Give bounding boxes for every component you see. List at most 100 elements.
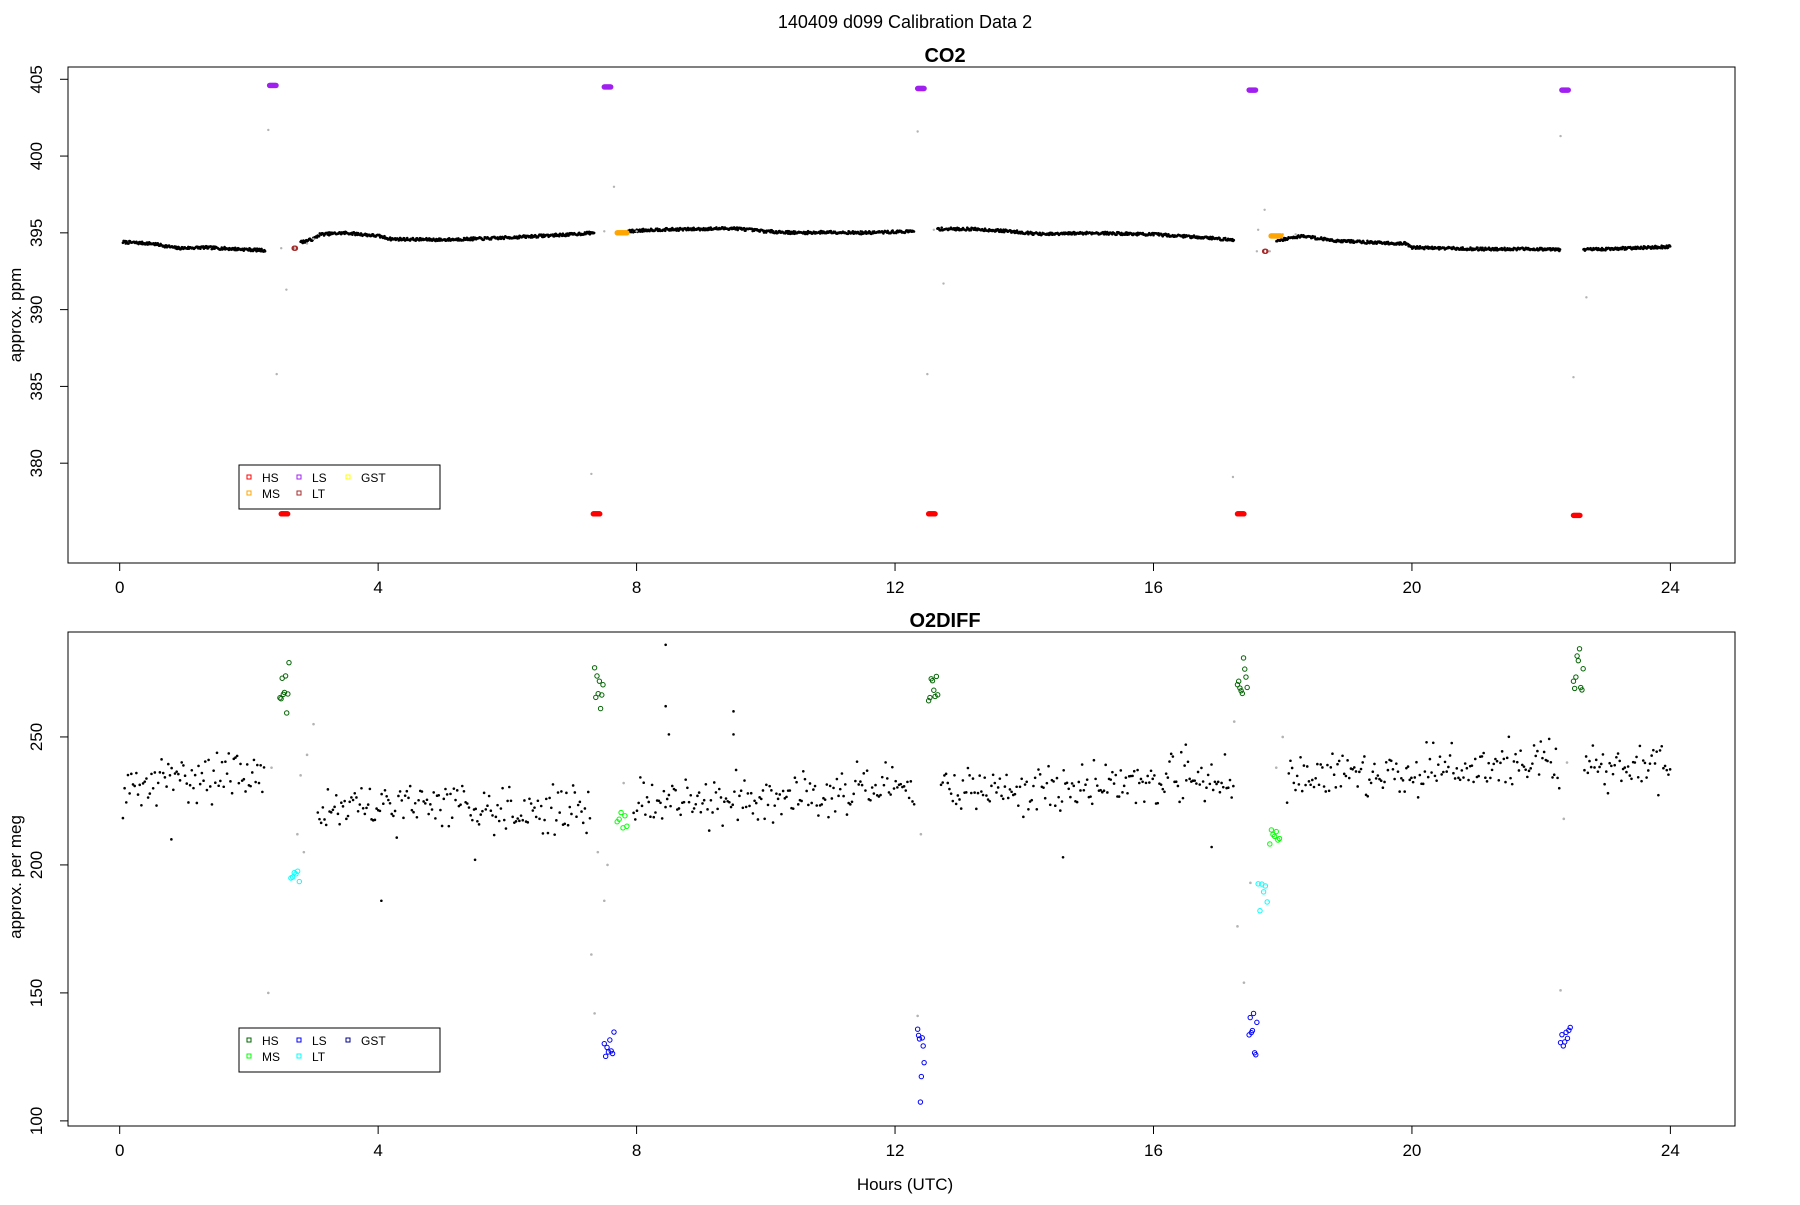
o2diff-ms-point [618,809,624,816]
co2-legend-lt-label: LT [312,487,326,501]
co2-data-point [1123,233,1127,236]
o2diff-hs-point [594,673,600,679]
o2diff-data-point [1458,778,1462,782]
o2diff-data-point [454,798,457,802]
o2diff-data-point [1020,777,1023,781]
o2diff-data-point [633,818,637,821]
o2diff-data-point [1332,773,1336,777]
o2diff-data-point [1593,766,1596,769]
o2diff-data-point [820,803,824,806]
o2diff-data-point [380,792,383,796]
o2diff-data-point [1643,761,1647,765]
o2diff-data-point [360,786,363,790]
o2diff-data-point [566,823,570,827]
o2diff-data-point [1601,753,1605,756]
co2-data-point [588,233,592,236]
o2diff-data-point [951,799,955,803]
o2diff-data-point [741,806,745,810]
o2diff-data-point [949,792,953,795]
o2diff-data-point [691,810,694,814]
o2diff-data-point [810,801,813,805]
co2-data-point [736,228,740,232]
co2-data-point [1015,229,1019,232]
o2diff-data-point [1201,780,1205,783]
o2diff-data-point [1552,773,1556,777]
o2diff-data-point [518,819,521,823]
o2diff-x-tick-label: 16 [1144,1141,1163,1160]
o2diff-data-point [670,784,674,788]
o2diff-flagged-point [296,832,299,836]
co2-data-point [388,236,392,239]
o2diff-data-point [1210,763,1213,766]
o2diff-data-point [805,789,808,793]
o2diff-data-point [220,760,224,764]
o2diff-data-point [1620,779,1623,783]
o2diff-data-point [835,777,839,781]
o2diff-data-point [1497,778,1501,782]
co2-lt-point [292,245,299,251]
o2diff-data-point [1447,765,1450,769]
o2diff-data-point [212,769,215,772]
o2diff-data-point [447,824,451,828]
o2diff-hs-point [929,677,936,684]
o2diff-hs-point [925,698,932,704]
o2diff-data-point [1292,781,1296,785]
o2diff-data-point [766,803,770,807]
o2diff-data-point [316,811,320,814]
o2diff-data-point [334,794,338,797]
o2diff-data-point [677,807,681,810]
o2diff-data-point [1423,770,1427,773]
o2diff-data-point [1465,766,1469,770]
co2-legend-gst-marker [345,474,351,480]
o2diff-data-point [1413,776,1417,779]
co2-x-tick-label: 16 [1144,578,1163,597]
o2diff-data-point [1111,770,1114,774]
o2diff-data-point [1487,761,1490,765]
o2diff-ls-point [609,1050,616,1057]
o2diff-data-point [1218,790,1222,794]
o2diff-hs-point [599,692,605,698]
o2diff-data-point [773,804,777,807]
o2diff-data-point [533,806,536,809]
o2diff-data-point [1176,784,1180,788]
co2-flagged-point [1263,208,1266,212]
o2diff-data-point [969,791,973,795]
co2-x-tick-label: 0 [115,578,124,597]
o2diff-data-point [1027,807,1030,811]
o2diff-data-point [768,784,771,788]
o2diff-data-point [1611,772,1615,776]
o2diff-data-point [437,793,441,797]
o2diff-data-point [1109,778,1113,781]
o2diff-flagged-point [1565,761,1569,764]
o2diff-data-point [534,815,538,819]
o2diff-data-point [1351,767,1354,771]
o2diff-data-point [1484,776,1487,780]
figure-title: 140409 d099 Calibration Data 2 [778,12,1032,32]
o2diff-data-point [1448,754,1452,757]
o2diff-data-point [1426,775,1430,779]
o2diff-data-point [1193,779,1197,782]
o2diff-data-point [170,766,173,770]
co2-flagged-point [1256,228,1260,231]
o2diff-data-point [197,764,200,768]
o2diff-data-point [1203,799,1207,803]
o2diff-data-point [998,777,1002,780]
o2diff-data-point [1374,777,1378,780]
o2diff-data-point [1168,760,1171,763]
o2diff-data-point [502,818,506,822]
o2diff-data-point [449,792,452,796]
co2-legend-ms-label: MS [262,487,280,501]
co2-data-point [260,247,263,251]
o2diff-data-point [991,773,995,777]
o2diff-ls-point [916,1036,923,1042]
o2diff-data-point [976,791,980,795]
o2diff-data-point [375,807,378,810]
o2diff-data-point [516,817,520,820]
o2diff-data-point [1512,760,1516,763]
o2diff-flagged-point [266,991,270,995]
o2diff-ls-point [1254,1019,1260,1026]
o2diff-data-point [1294,788,1297,792]
o2diff-data-point [402,816,405,820]
o2diff-data-point [880,775,884,779]
o2diff-data-point [682,800,686,804]
